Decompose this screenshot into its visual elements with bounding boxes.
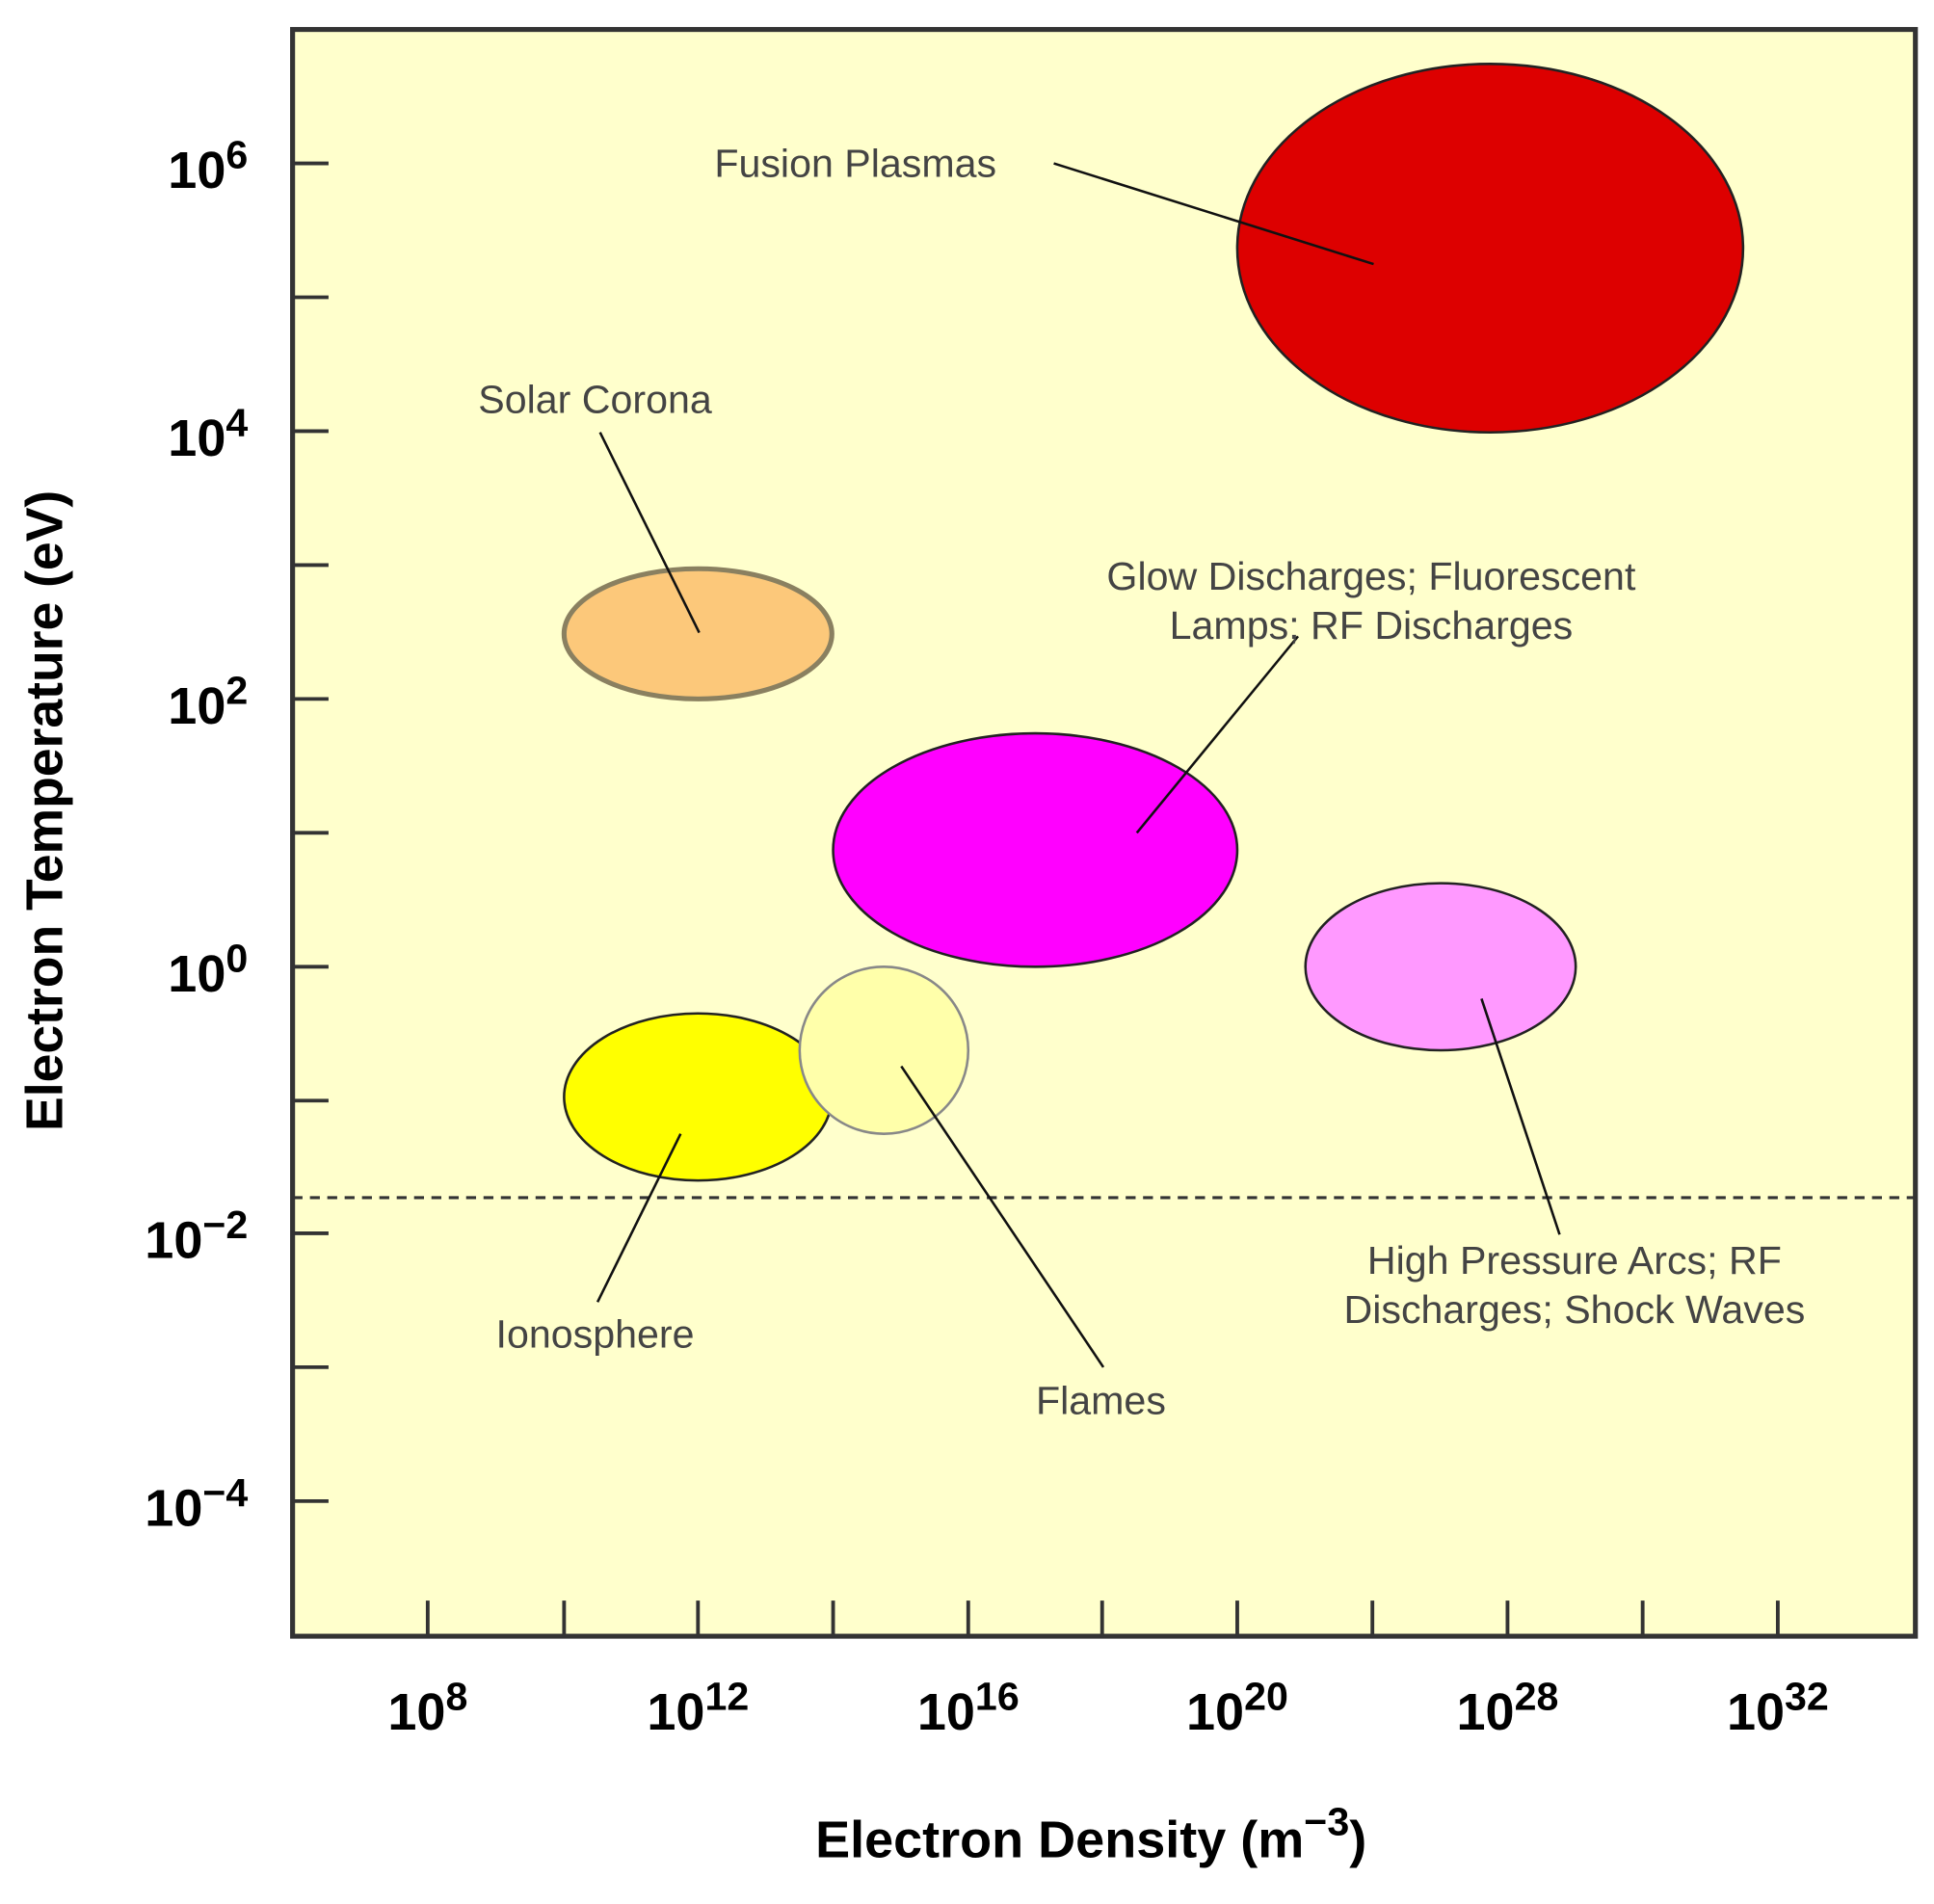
x-tick-label-base: 10 xyxy=(917,1683,975,1741)
y-tick-label-base: 10 xyxy=(168,410,225,467)
x-tick-label-base: 10 xyxy=(1727,1683,1785,1741)
y-tick-label-base: 10 xyxy=(168,142,225,199)
region-label: Flames xyxy=(1036,1379,1166,1423)
x-tick-label-base: 10 xyxy=(1186,1683,1244,1741)
region xyxy=(1235,63,1745,435)
x-axis-title-close: ) xyxy=(1349,1811,1366,1869)
region-label: High Pressure Arcs; RF xyxy=(1367,1238,1782,1283)
x-axis-title: Electron Density (m−3) xyxy=(815,1800,1366,1869)
y-tick-label: 104 xyxy=(168,401,248,467)
leader-line xyxy=(598,432,701,634)
y-tick-label-exp: 6 xyxy=(225,133,248,177)
y-tick-label: 102 xyxy=(168,669,248,735)
y-tick-label-base: 10 xyxy=(168,677,225,735)
x-tick-label-base: 10 xyxy=(387,1683,445,1741)
y-tick-label: 10−2 xyxy=(145,1203,248,1269)
y-tick-label-base: 10 xyxy=(168,945,225,1003)
x-tick-label-exp: 12 xyxy=(704,1675,749,1719)
x-axis-title-text: Electron Density (m xyxy=(815,1811,1304,1869)
y-tick-label-exp: 2 xyxy=(225,669,248,713)
x-tick-label-exp: 20 xyxy=(1244,1675,1288,1719)
leader-line xyxy=(1135,635,1300,834)
x-tick-label-base: 10 xyxy=(647,1683,704,1741)
x-tick-label: 1028 xyxy=(1456,1675,1558,1741)
region xyxy=(1304,882,1577,1052)
leader-line xyxy=(596,1133,682,1303)
region-label: Fusion Plasmas xyxy=(714,142,996,186)
y-tick-label-base: 10 xyxy=(145,1212,202,1270)
y-tick-label: 10−4 xyxy=(145,1470,248,1537)
x-tick-label: 1016 xyxy=(917,1675,1020,1741)
x-tick-label-exp: 8 xyxy=(445,1675,467,1719)
leader-line xyxy=(1480,998,1561,1235)
x-tick-label-exp: 16 xyxy=(975,1675,1020,1719)
y-tick-label: 100 xyxy=(168,937,248,1003)
x-tick-label: 108 xyxy=(387,1675,467,1741)
x-tick-label-exp: 32 xyxy=(1785,1675,1829,1719)
region-label: Discharges; Shock Waves xyxy=(1344,1287,1806,1332)
region-label: Ionosphere xyxy=(496,1312,695,1357)
region xyxy=(561,566,835,701)
leader-line xyxy=(900,1065,1105,1368)
x-tick-label-exp: 28 xyxy=(1515,1675,1559,1719)
y-tick-label-exp: −2 xyxy=(202,1203,248,1247)
y-tick-label-exp: −4 xyxy=(202,1470,248,1515)
region-label: Solar Corona xyxy=(478,378,712,422)
y-tick-label-exp: 0 xyxy=(225,937,248,981)
x-tick-label-base: 10 xyxy=(1456,1683,1514,1741)
y-tick-label-exp: 4 xyxy=(225,401,248,445)
region-label: Lamps; RF Discharges xyxy=(1170,603,1574,648)
y-axis-title: Electron Temperature (eV) xyxy=(15,490,73,1131)
x-tick-label: 1012 xyxy=(647,1675,749,1741)
x-tick-label: 1032 xyxy=(1727,1675,1829,1741)
y-tick-label-base: 10 xyxy=(145,1480,202,1538)
region xyxy=(563,1012,834,1182)
y-tick-label: 106 xyxy=(168,133,248,199)
x-axis-title-exp: −3 xyxy=(1304,1800,1349,1844)
region xyxy=(798,965,970,1135)
leader-line xyxy=(1053,162,1374,266)
region-label: Glow Discharges; Fluorescent xyxy=(1106,554,1636,598)
region xyxy=(832,731,1239,968)
x-tick-label: 1020 xyxy=(1186,1675,1288,1741)
